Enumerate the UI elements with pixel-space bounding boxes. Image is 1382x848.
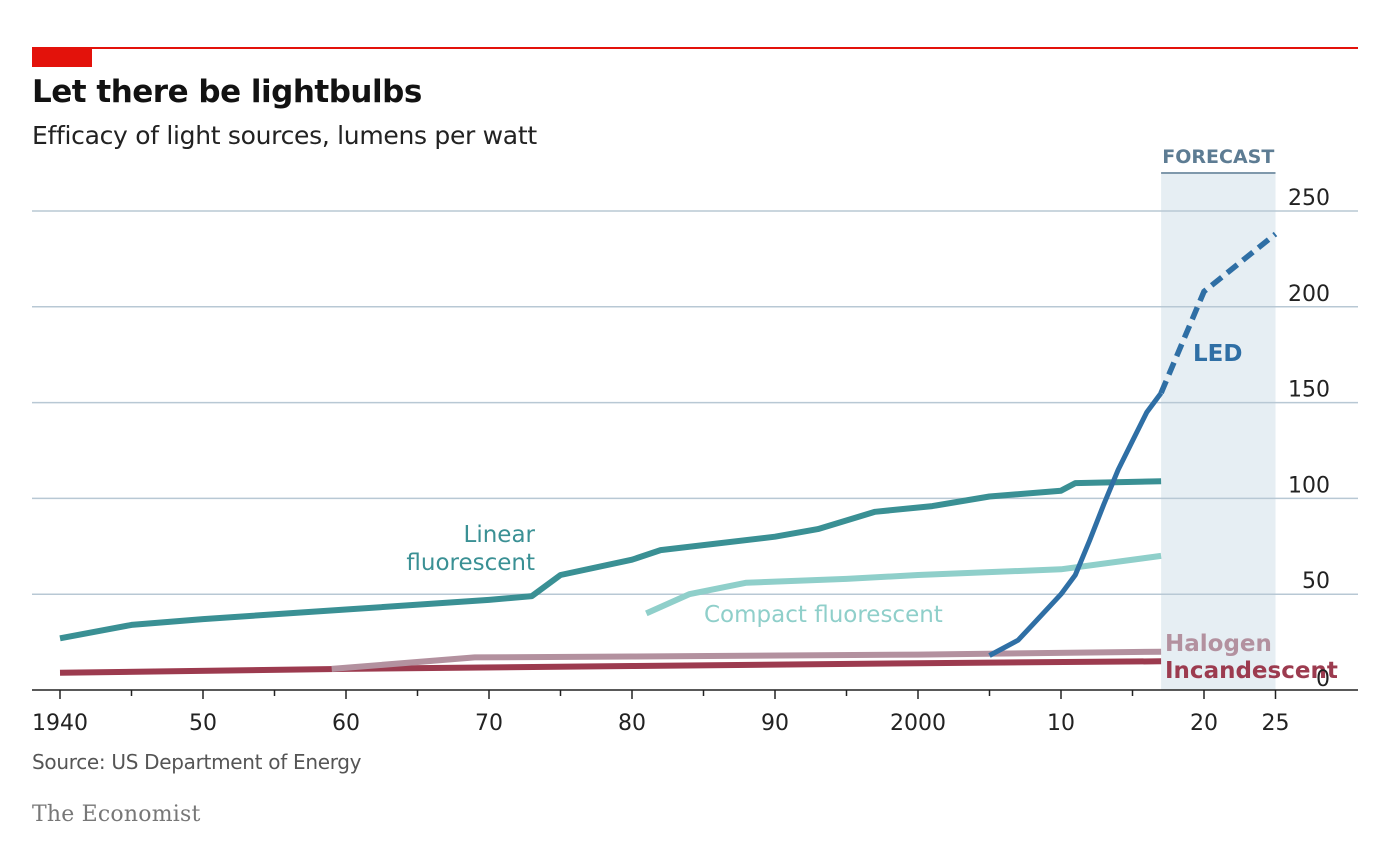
series-label-led: LED bbox=[1193, 341, 1242, 367]
forecast-label: FORECAST bbox=[1162, 146, 1274, 168]
y-tick-label: 150 bbox=[1288, 378, 1330, 403]
series-label-linear-fluorescent: fluorescent bbox=[406, 550, 535, 576]
series-label-halogen: Halogen bbox=[1165, 631, 1272, 657]
series-line-incandescent bbox=[59, 658, 1162, 676]
chart-subtitle: Efficacy of light sources, lumens per wa… bbox=[32, 121, 537, 150]
y-tick-label: 250 bbox=[1288, 186, 1330, 211]
source-note: Source: US Department of Energy bbox=[32, 750, 362, 774]
x-tick-label: 50 bbox=[189, 711, 217, 736]
x-tick-label: 1940 bbox=[32, 711, 88, 736]
series-line-linear-fluorescent bbox=[59, 478, 1162, 642]
x-tick-label: 25 bbox=[1262, 711, 1290, 736]
series-label-linear-fluorescent: Linear bbox=[464, 522, 536, 548]
forecast-band bbox=[1161, 172, 1276, 690]
series-label-incandescent: Incandescent bbox=[1165, 658, 1338, 684]
x-tick-label: 80 bbox=[618, 711, 646, 736]
x-tick-label: 70 bbox=[475, 711, 503, 736]
series-label-compact-fluorescent: Compact fluorescent bbox=[704, 602, 943, 628]
x-tick-label: 90 bbox=[761, 711, 789, 736]
x-tick-label: 10 bbox=[1047, 711, 1075, 736]
x-tick-label: 20 bbox=[1190, 711, 1218, 736]
series-line-compact-fluorescent bbox=[645, 552, 1162, 617]
y-tick-label: 100 bbox=[1288, 473, 1330, 498]
x-tick-label: 2000 bbox=[890, 711, 946, 736]
top-rule bbox=[32, 47, 1358, 49]
series-forecast-led bbox=[1158, 231, 1278, 395]
series-line-halogen bbox=[331, 648, 1162, 672]
series-line-led bbox=[988, 391, 1164, 658]
brand-tab bbox=[32, 47, 92, 67]
y-tick-label: 50 bbox=[1302, 569, 1330, 594]
publisher-brand: The Economist bbox=[32, 802, 201, 827]
y-tick-label: 200 bbox=[1288, 282, 1330, 307]
x-tick-label: 60 bbox=[332, 711, 360, 736]
chart-title: Let there be lightbulbs bbox=[32, 74, 422, 110]
y-tick-label: 0 bbox=[1316, 667, 1330, 692]
